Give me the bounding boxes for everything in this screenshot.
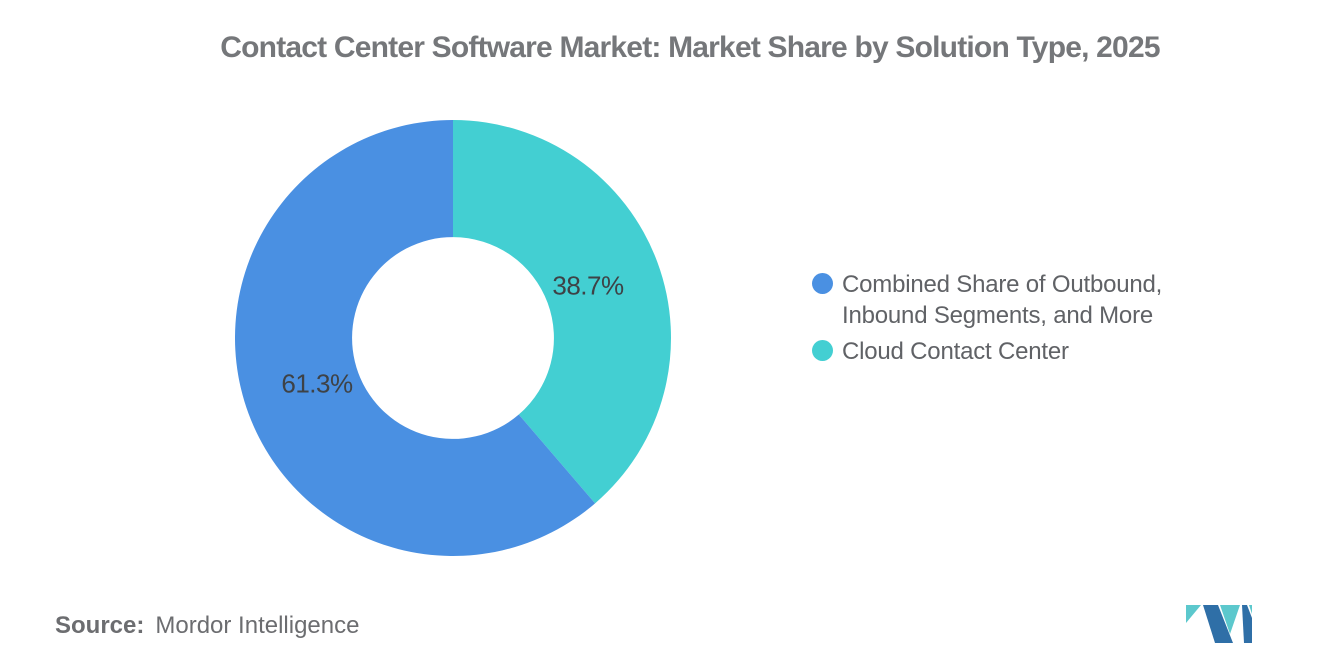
source-line: Source: Mordor Intelligence (55, 612, 359, 640)
legend-swatch-cloud-contact-center (812, 340, 833, 361)
logo-teal-corner-icon (1249, 605, 1252, 614)
legend: Combined Share of Outbound, Inbound Segm… (812, 269, 1252, 372)
legend-label-cloud-contact-center: Cloud Contact Center (842, 338, 1069, 365)
legend-item-combined-outbound-inbound: Combined Share of Outbound, Inbound Segm… (812, 269, 1252, 331)
chart-title: Contact Center Software Market: Market S… (220, 31, 1160, 64)
donut-slice-0 (235, 120, 596, 556)
logo-teal-triangle-icon (1220, 605, 1240, 634)
legend-item-cloud-contact-center: Cloud Contact Center (812, 336, 1252, 367)
slice-value-label-cloud-contact-center: 38.7% (552, 270, 624, 301)
donut-slice-1 (453, 120, 671, 504)
legend-label-combined-outbound-inbound: Combined Share of Outbound, Inbound Segm… (842, 271, 1163, 329)
logo-blue-stem-icon (1242, 605, 1252, 643)
logo-teal-slash-icon (1186, 605, 1201, 623)
legend-swatch-combined-outbound-inbound (812, 273, 833, 294)
logo-blue-band-icon (1203, 605, 1233, 643)
slice-value-label-combined-outbound-inbound: 61.3% (281, 368, 353, 399)
donut-chart (235, 120, 671, 556)
mordor-intelligence-logo (1186, 605, 1252, 643)
source-name: Mordor Intelligence (155, 612, 360, 639)
source-prefix: Source: (55, 612, 145, 639)
